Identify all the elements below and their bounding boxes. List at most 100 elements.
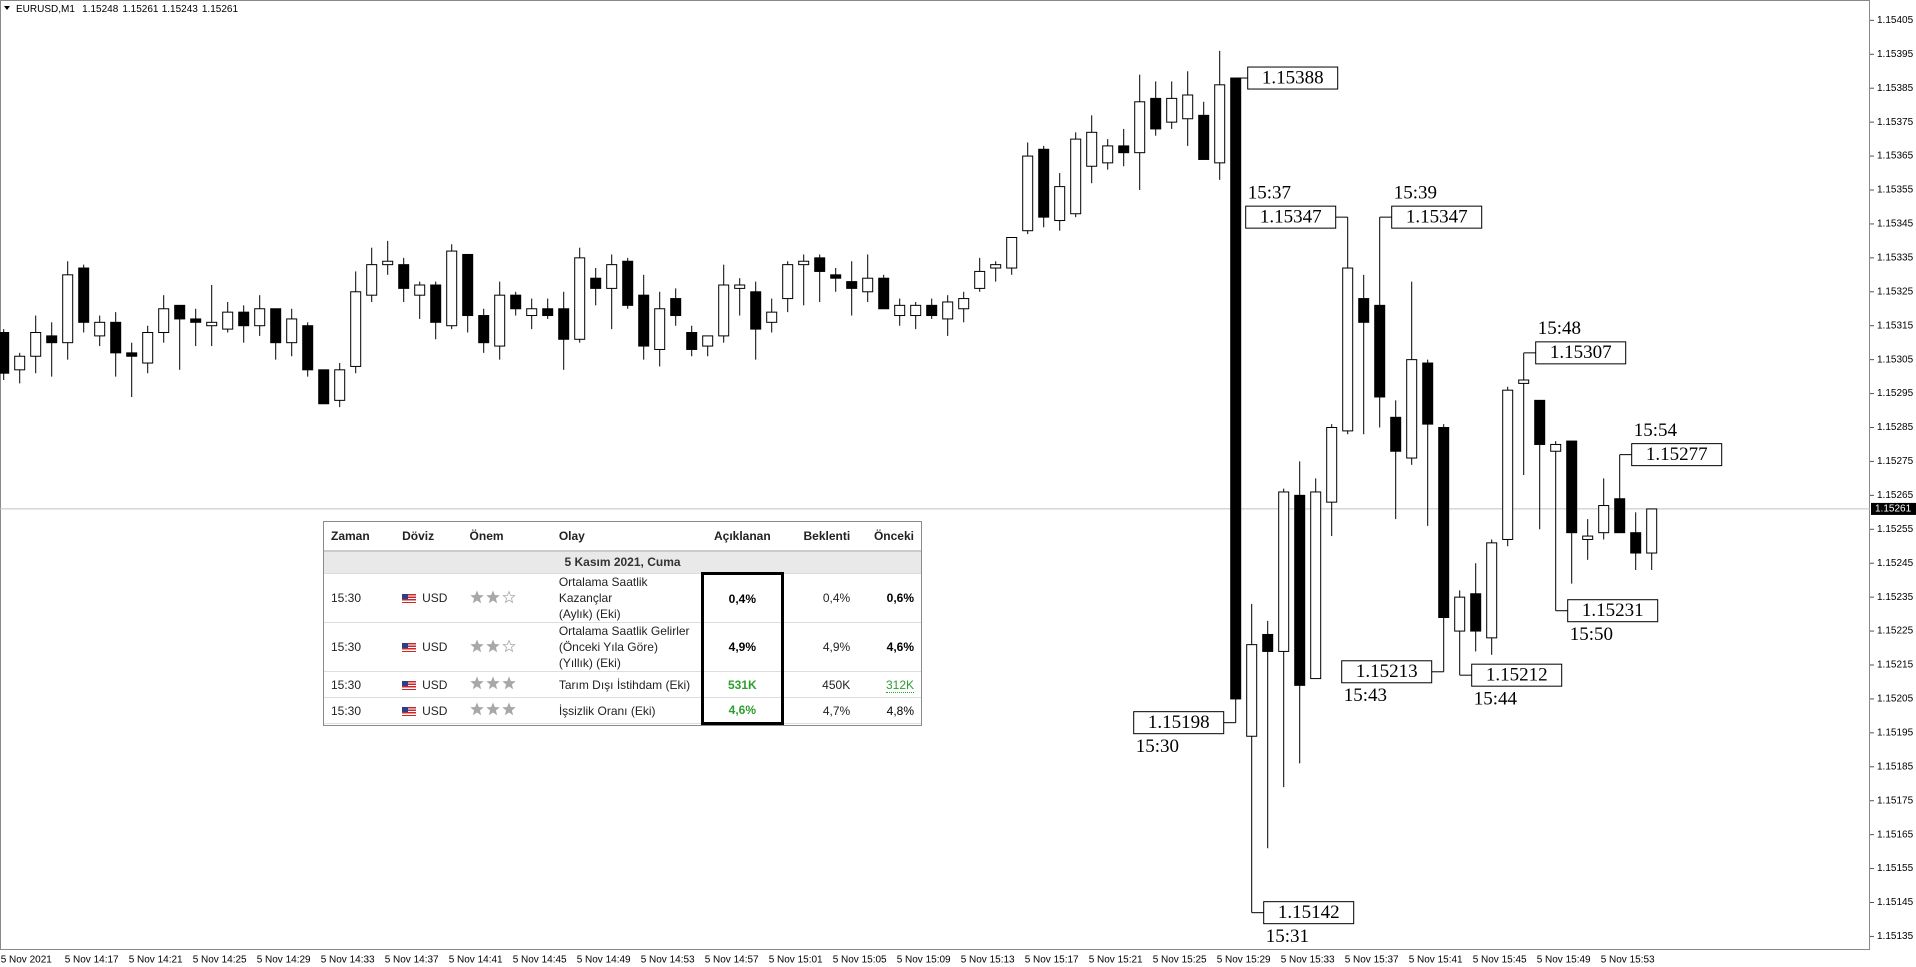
y-tick-label: 1.15335 xyxy=(1877,252,1914,263)
candle-body xyxy=(638,294,650,347)
candle-body xyxy=(94,321,106,337)
candle-body xyxy=(190,318,202,323)
y-tick-label: 1.15395 xyxy=(1877,49,1914,60)
candle-body xyxy=(1534,399,1546,445)
star xyxy=(469,676,484,690)
x-tick-label: 5 Nov 15:21 xyxy=(1089,955,1143,966)
actual: 531K xyxy=(700,671,785,698)
x-tick-label: 5 Nov 14:37 xyxy=(385,955,439,966)
previous-value: 0,6% xyxy=(886,591,914,605)
previous-value: 312K xyxy=(885,677,914,693)
candle-body xyxy=(302,325,314,371)
candle-body xyxy=(1406,359,1418,459)
x-tick-label: 5 Nov 14:33 xyxy=(321,955,375,966)
candle-body xyxy=(1614,498,1626,534)
candle-body xyxy=(862,277,874,293)
flag-icon xyxy=(402,680,417,690)
x-tick-label: 5 Nov 14:45 xyxy=(513,955,567,966)
current-price-tag xyxy=(1871,502,1916,515)
candle-body xyxy=(1294,494,1306,686)
candle-body xyxy=(270,308,282,344)
candle-body xyxy=(1134,101,1146,154)
candle-body xyxy=(1518,379,1530,384)
y-tick-label: 1.15175 xyxy=(1877,795,1914,806)
actual: 4,9% xyxy=(700,622,785,672)
candle-body xyxy=(494,294,506,347)
candle-body xyxy=(1182,94,1194,120)
star xyxy=(469,589,484,603)
event-line: Tarım Dışı İstihdam (Eki) xyxy=(558,677,691,692)
annotation-box xyxy=(1631,443,1723,467)
candle-body xyxy=(1118,145,1130,154)
candle-body xyxy=(814,257,826,272)
annotation-time: 15:48 xyxy=(1538,318,1581,339)
actual: 4,6% xyxy=(700,697,785,725)
candle-body xyxy=(926,304,938,317)
candle-body xyxy=(1358,298,1370,323)
date-label: 5 Kasım 2021, Cuma xyxy=(324,551,921,574)
annotation-price: 1.15231 xyxy=(1582,600,1644,621)
event-name: İşsizlik Oranı (Eki) xyxy=(551,697,703,724)
y-tick-label: 1.15205 xyxy=(1877,694,1914,705)
candle-body xyxy=(1342,267,1354,432)
candle-body xyxy=(430,284,442,323)
candle-body xyxy=(142,332,154,364)
x-tick-label: 5 Nov 15:13 xyxy=(961,955,1015,966)
event-time: 15:30 xyxy=(324,671,396,698)
y-tick-label: 1.15245 xyxy=(1877,558,1914,569)
candle-body xyxy=(1278,491,1290,652)
x-tick-label: 5 Nov 2021 xyxy=(1,955,53,966)
candle-body xyxy=(590,277,602,289)
currency-code: USD xyxy=(422,703,448,718)
candle-body xyxy=(366,264,378,296)
previous: 312K xyxy=(857,671,921,698)
header-row: Zaman Döviz Önem Olay Açıklanan Beklenti Öncek… xyxy=(324,522,921,552)
event-name: Ortalama Saatlik Kazançlar (Aylık) (Eki) xyxy=(551,573,703,623)
annotation-box xyxy=(1245,205,1337,229)
candle-body xyxy=(734,284,746,289)
event-line: Ortalama Saatlik Kazançlar xyxy=(558,575,648,605)
annotation-time: 15:37 xyxy=(1248,183,1291,204)
y-tick-label: 1.15235 xyxy=(1877,592,1914,603)
calendar-table: Zaman Döviz Önem Olay Açıklanan Beklenti Öncek… xyxy=(324,522,921,725)
candle-body xyxy=(1582,535,1594,540)
annotation-price: 1.15212 xyxy=(1486,665,1548,686)
x-tick-label: 5 Nov 15:41 xyxy=(1409,955,1463,966)
y-tick-label: 1.15265 xyxy=(1877,490,1914,501)
symbol: EURUSD,M1 xyxy=(16,4,75,15)
x-tick-label: 5 Nov 14:17 xyxy=(65,955,119,966)
menu-arrow[interactable] xyxy=(4,6,10,10)
candle-body xyxy=(1150,97,1162,130)
annotation-price: 1.15347 xyxy=(1260,207,1322,228)
y-tick-label: 1.15155 xyxy=(1877,863,1914,874)
candle-body xyxy=(1486,542,1498,639)
importance xyxy=(462,573,552,623)
event-row: 15:30 USD Ortalama Saatlik Gelirler (Önceki… xyxy=(324,622,921,672)
column-header: Önceki xyxy=(857,522,921,552)
candle-body xyxy=(1006,237,1018,269)
annotation-time: 15:31 xyxy=(1266,926,1309,947)
candle-body xyxy=(398,264,410,289)
annotation-price: 1.15277 xyxy=(1646,444,1708,465)
column-header: Beklenti xyxy=(782,522,858,552)
annotation-time: 15:44 xyxy=(1474,689,1518,710)
candle-body xyxy=(1438,427,1450,618)
x-tick-label: 5 Nov 15:33 xyxy=(1281,955,1335,966)
x-tick-label: 5 Nov 15:09 xyxy=(897,955,951,966)
annotation-price: 1.15388 xyxy=(1262,67,1324,88)
candle-body xyxy=(1230,77,1242,700)
y-tick-label: 1.15405 xyxy=(1877,15,1914,26)
candle-body xyxy=(1454,596,1466,632)
column-header: Olay xyxy=(551,522,703,552)
x-tick-label: 5 Nov 14:53 xyxy=(641,955,695,966)
candle-body xyxy=(1502,389,1514,540)
candle-body xyxy=(446,250,458,327)
importance xyxy=(462,622,552,672)
candle-body xyxy=(878,277,890,310)
annotation-box xyxy=(1247,66,1339,90)
annotation-box xyxy=(1263,901,1355,925)
y-tick-label: 1.15255 xyxy=(1877,524,1914,535)
y-tick-label: 1.15355 xyxy=(1877,185,1914,196)
event-currency: USD xyxy=(395,573,463,623)
